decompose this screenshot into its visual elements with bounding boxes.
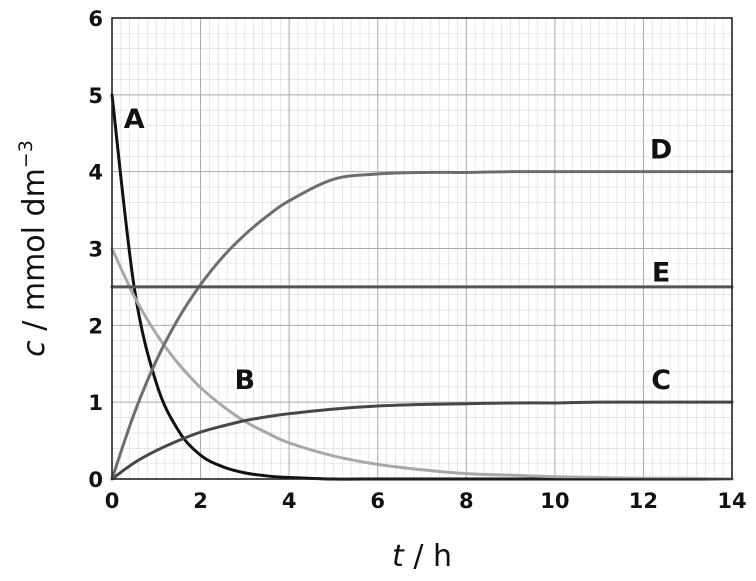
- curve-label-a: A: [124, 104, 145, 135]
- y-tick-label: 0: [88, 468, 103, 492]
- x-axis-title: t / h: [392, 539, 452, 574]
- y-tick-label: 5: [88, 84, 103, 108]
- y-tick-label: 4: [88, 161, 103, 185]
- series-line-d: [110, 170, 734, 481]
- x-tick-label: 4: [282, 489, 297, 513]
- x-tick-label: 6: [370, 489, 385, 513]
- x-tick-label: 14: [717, 489, 746, 513]
- y-axis-unit: mmol dm: [17, 168, 52, 311]
- series-line-c: [110, 400, 734, 481]
- y-tick-label: 2: [88, 314, 103, 338]
- x-axis-variable: t: [392, 539, 405, 574]
- curve-labels: A B C D E: [121, 101, 676, 399]
- x-tick-label: 2: [193, 489, 208, 513]
- plot-frame: [111, 17, 733, 480]
- curve-label-b: B: [235, 365, 256, 396]
- curve-label-d: D: [650, 135, 672, 166]
- x-tick-labels: 0 2 4 6 8 10 12 14: [105, 489, 747, 513]
- y-axis-unit-exponent: −3: [15, 140, 37, 168]
- x-tick-label: 8: [459, 489, 474, 513]
- x-tick-label: 10: [540, 489, 569, 513]
- y-axis-variable: c: [17, 340, 52, 357]
- y-axis-separator: /: [17, 311, 52, 340]
- curve-label-e: E: [652, 258, 670, 289]
- x-tick-label: 0: [105, 489, 120, 513]
- y-tick-label: 1: [88, 391, 103, 415]
- x-tick-label: 12: [629, 489, 658, 513]
- y-tick-labels: 0 1 2 3 4 5 6: [88, 7, 103, 492]
- y-tick-label: 3: [88, 238, 103, 262]
- curve-label-c: C: [651, 365, 671, 396]
- y-axis-title: c / mmol dm−3: [15, 140, 52, 357]
- y-tick-label: 6: [88, 7, 103, 31]
- series-line-b: [110, 247, 734, 481]
- x-axis-unit: h: [433, 539, 452, 574]
- x-axis-separator: /: [404, 539, 433, 574]
